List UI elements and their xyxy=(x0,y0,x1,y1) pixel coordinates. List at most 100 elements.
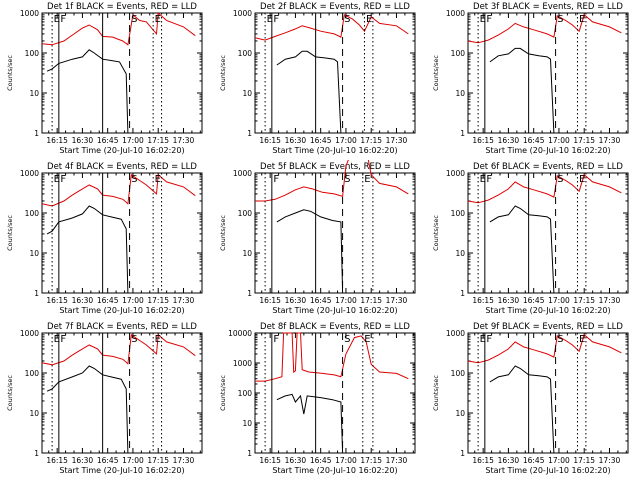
y-tick-label: 100 xyxy=(25,209,40,218)
y-tick-label: 1 xyxy=(34,129,39,138)
lld-rate-series xyxy=(41,173,196,207)
time-marker-label: E xyxy=(54,174,60,185)
x-tick-label: 16:30 xyxy=(498,456,520,465)
time-marker-label: E xyxy=(364,334,370,345)
detector-chart: Det 2f BLACK = Events, RED = LLD 1 10 100 10… xyxy=(219,2,416,155)
y-tick-label: 1000 xyxy=(20,329,39,338)
y-tick-label: 1 xyxy=(460,129,465,138)
plot-frame xyxy=(467,172,629,294)
time-marker-label: S xyxy=(344,334,350,345)
time-marker-label: E xyxy=(579,174,585,185)
chart-title: Det 4f BLACK = Events, RED = LLD xyxy=(47,162,197,172)
x-axis-label: Start Time (20-Jul-10 16:02:20) xyxy=(485,466,610,475)
y-tick-label: 10 xyxy=(242,249,252,258)
y-tick-label: 100 xyxy=(451,369,466,378)
lld-rate-series xyxy=(255,160,409,202)
lld-rate-series xyxy=(467,173,622,204)
time-marker-label: E xyxy=(155,334,161,345)
chart-title: Det 8f BLACK = Events, RED = LLD xyxy=(260,322,410,332)
detector-chart: Det 8f BLACK = Events, RED = LLD 1 10 100 10… xyxy=(219,322,416,475)
events-rate-series xyxy=(46,205,129,294)
y-tick-label: 100 xyxy=(451,209,466,218)
y-tick-label: 1000 xyxy=(446,9,465,18)
x-tick-label: 17:30 xyxy=(386,136,408,145)
time-marker-label: F xyxy=(273,14,279,25)
plot-frame xyxy=(254,332,416,454)
y-tick-label: 100 xyxy=(238,209,253,218)
x-tick-label: 17:15 xyxy=(573,136,595,145)
events-rate-series xyxy=(489,47,555,134)
y-tick-label: 10 xyxy=(455,249,465,258)
x-tick-label: 16:30 xyxy=(72,456,94,465)
x-axis-label: Start Time (20-Jul-10 16:02:20) xyxy=(272,466,397,475)
events-rate-series xyxy=(489,205,555,294)
y-tick-label: 1000 xyxy=(233,359,252,368)
y-axis-label: Counts/sec xyxy=(432,215,440,251)
y-tick-label: 10 xyxy=(29,89,39,98)
x-tick-label: 16:30 xyxy=(285,456,307,465)
y-axis-label: Counts/sec xyxy=(6,375,14,411)
time-marker-label: E xyxy=(579,14,585,25)
y-tick-label: 100 xyxy=(238,49,253,58)
time-marker-label: S xyxy=(557,14,563,25)
x-tick-label: 16:15 xyxy=(46,296,68,305)
chart-title: Det 1f BLACK = Events, RED = LLD xyxy=(47,2,197,12)
x-tick-label: 16:45 xyxy=(97,456,119,465)
y-tick-label: 1000 xyxy=(233,169,252,178)
x-tick-label: 17:00 xyxy=(122,296,144,305)
time-marker-label: S xyxy=(344,14,350,25)
detector-chart: Det 9f BLACK = Events, RED = LLD 1 10 100 10… xyxy=(432,322,629,475)
events-rate-series xyxy=(276,209,344,294)
lld-rate-series xyxy=(41,333,196,366)
y-axis-label: Counts/sec xyxy=(219,375,227,411)
lld-rate-series xyxy=(467,13,622,44)
y-tick-label: 10 xyxy=(29,249,39,258)
time-marker-label: S xyxy=(131,334,137,345)
x-tick-label: 17:30 xyxy=(173,136,195,145)
x-tick-label: 16:15 xyxy=(46,456,68,465)
x-tick-label: 17:00 xyxy=(548,296,570,305)
x-axis-label: Start Time (20-Jul-10 16:02:20) xyxy=(272,146,397,155)
x-tick-label: 17:00 xyxy=(548,456,570,465)
x-tick-label: 17:15 xyxy=(147,296,169,305)
time-marker-label: E xyxy=(54,334,60,345)
time-marker-label: F xyxy=(60,174,66,185)
time-marker-label: S xyxy=(344,174,350,185)
y-tick-label: 10 xyxy=(455,89,465,98)
x-tick-label: 17:00 xyxy=(335,296,357,305)
y-tick-label: 1000 xyxy=(446,169,465,178)
y-axis-label: Counts/sec xyxy=(6,55,14,91)
chart-title: Det 2f BLACK = Events, RED = LLD xyxy=(260,2,410,12)
detector-chart: Det 4f BLACK = Events, RED = LLD 1 10 100 10… xyxy=(6,162,203,315)
x-axis-label: Start Time (20-Jul-10 16:02:20) xyxy=(485,146,610,155)
lld-rate-series xyxy=(255,332,409,382)
x-tick-label: 17:30 xyxy=(599,456,621,465)
time-marker-label: F xyxy=(60,14,66,25)
y-tick-label: 1000 xyxy=(20,169,39,178)
plot-frame xyxy=(41,172,203,294)
time-marker-label: E xyxy=(579,334,585,345)
y-tick-label: 1000 xyxy=(20,9,39,18)
time-marker-label: F xyxy=(486,14,492,25)
detector-chart: Det 5f BLACK = Events, RED = LLD 1 10 100 10… xyxy=(219,160,416,315)
time-marker-label: E xyxy=(480,174,486,185)
x-tick-label: 16:15 xyxy=(472,136,494,145)
x-tick-label: 16:30 xyxy=(498,296,520,305)
x-axis-label: Start Time (20-Jul-10 16:02:20) xyxy=(272,306,397,315)
y-tick-label: 1000 xyxy=(233,9,252,18)
x-tick-label: 17:15 xyxy=(147,456,169,465)
x-tick-label: 17:00 xyxy=(122,136,144,145)
x-tick-label: 16:30 xyxy=(285,296,307,305)
x-axis-label: Start Time (20-Jul-10 16:02:20) xyxy=(59,466,184,475)
events-rate-series xyxy=(46,49,129,134)
x-tick-label: 16:45 xyxy=(310,136,332,145)
y-tick-label: 100 xyxy=(25,49,40,58)
x-tick-label: 16:15 xyxy=(46,136,68,145)
y-tick-label: 100 xyxy=(238,389,253,398)
y-axis-label: Counts/sec xyxy=(6,215,14,251)
events-rate-series xyxy=(489,365,555,454)
plot-frame xyxy=(467,332,629,454)
y-tick-label: 100 xyxy=(451,49,466,58)
x-tick-label: 17:15 xyxy=(360,136,382,145)
